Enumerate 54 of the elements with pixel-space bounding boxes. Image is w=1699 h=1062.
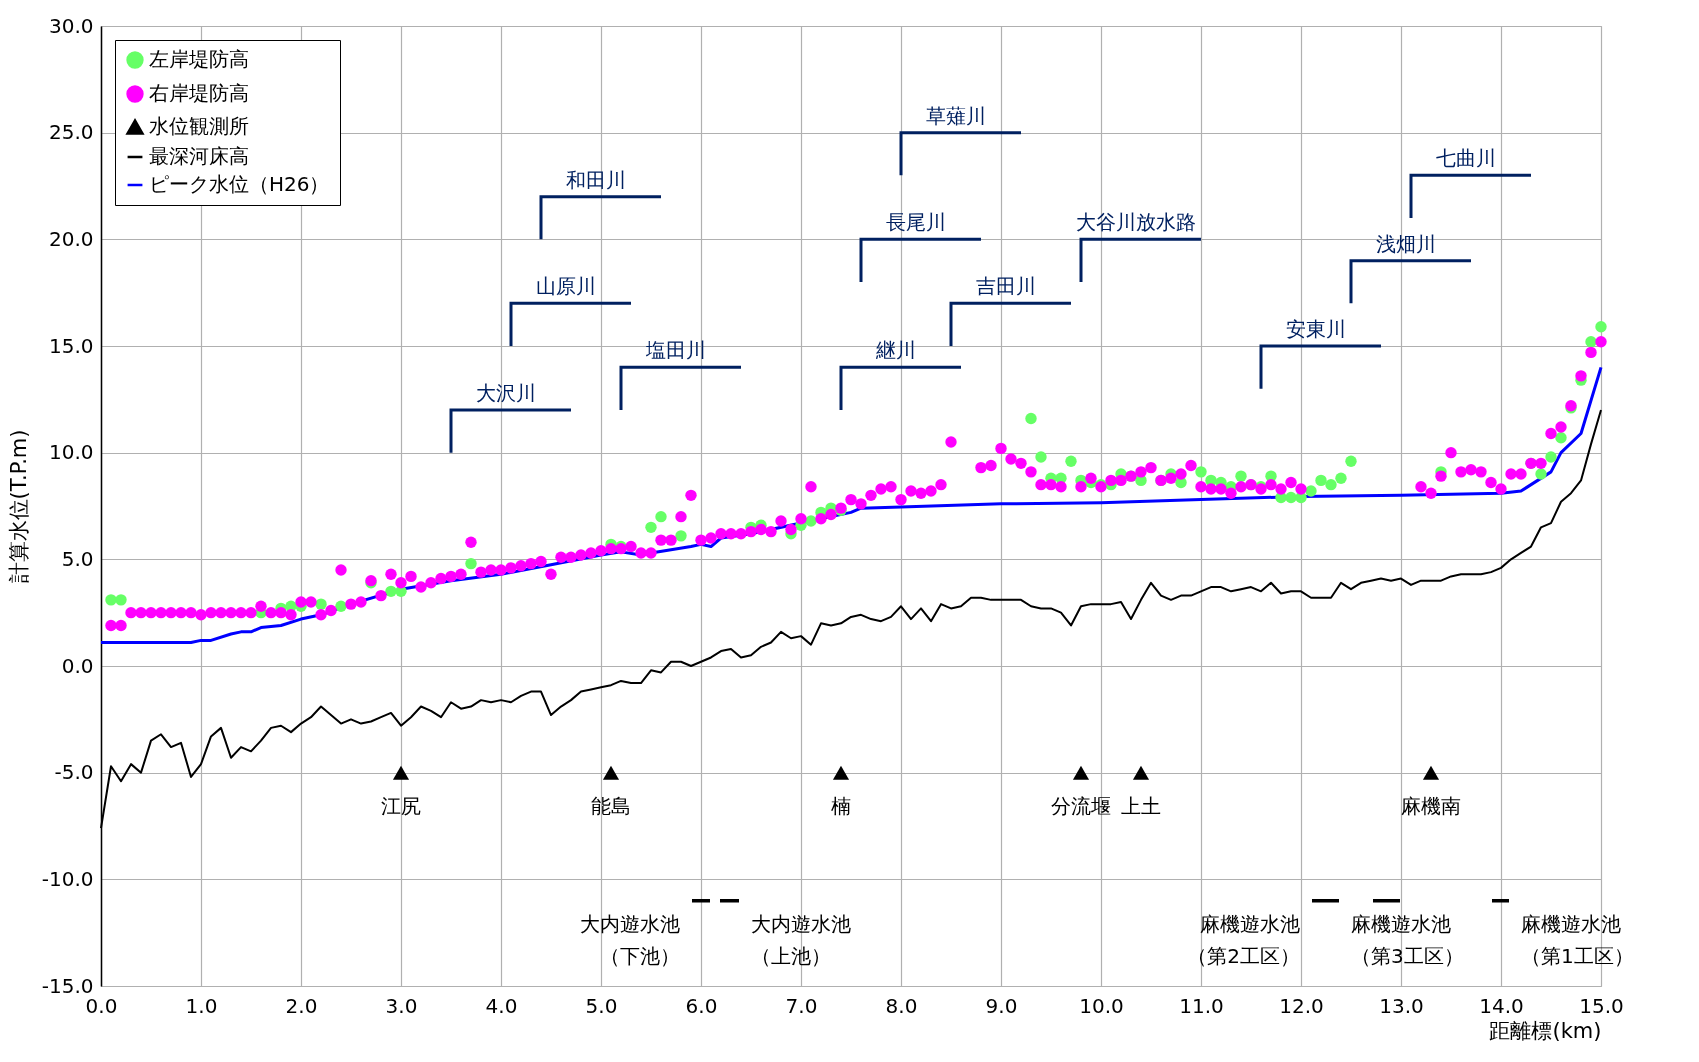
annotation: 草薙川 — [926, 103, 986, 128]
x-tick-label: 10.0 — [1079, 993, 1124, 1018]
annotation: 麻機遊水池（第1工区） — [1521, 911, 1634, 968]
x-tick-label: 6.0 — [685, 993, 718, 1018]
annotation: 江尻 — [381, 793, 421, 818]
x-tick-label: 11.0 — [1179, 993, 1224, 1018]
annotation: 和田川 — [566, 167, 626, 192]
annotation: 塩田川 — [645, 338, 706, 363]
y-axis-title: 計算水位(T.P.m) — [6, 429, 31, 584]
annotation: 麻機南 — [1401, 793, 1461, 818]
annotation: 大内遊水池（下池） — [580, 911, 680, 968]
legend-label: 水位観測所 — [149, 114, 249, 138]
annotation: 吉田川 — [976, 274, 1036, 299]
x-tick-label: 9.0 — [985, 993, 1018, 1018]
x-tick-label: 14.0 — [1479, 993, 1524, 1018]
annotation: 上土 — [1121, 793, 1161, 818]
x-axis-title: 距離標(km) — [1489, 1018, 1602, 1043]
annotation: 浅畑川 — [1376, 231, 1436, 256]
x-tick-label: 12.0 — [1279, 993, 1324, 1018]
legend-label: 右岸堤防高 — [149, 81, 249, 105]
x-tick-label: 15.0 — [1579, 993, 1624, 1018]
y-tick-label: 25.0 — [48, 120, 94, 145]
legend-label: ピーク水位（H26） — [149, 172, 330, 196]
y-tick-label: -5.0 — [54, 760, 94, 785]
annotation: 安東川 — [1286, 317, 1346, 341]
annotation: 分流堰 — [1051, 793, 1111, 818]
y-tick-label: 15.0 — [48, 333, 94, 358]
y-tick-label: 0.0 — [61, 653, 94, 678]
annotation: 大内遊水池（上池） — [751, 911, 851, 968]
y-tick-label: 5.0 — [61, 546, 94, 571]
annotation: 能島 — [591, 793, 631, 818]
annotation: 麻機遊水池（第2工区） — [1187, 911, 1300, 968]
y-tick-label: 20.0 — [48, 226, 94, 251]
x-tick-label: 7.0 — [785, 993, 818, 1018]
x-tick-label: 2.0 — [285, 993, 318, 1018]
annotation: 大谷川放水路 — [1076, 210, 1196, 235]
annotation: 山原川 — [536, 274, 596, 299]
annotation: 麻機遊水池（第3工区） — [1351, 911, 1464, 968]
y-tick-label: 10.0 — [48, 440, 94, 465]
annotation: 長尾川 — [886, 210, 946, 235]
x-tick-label: 8.0 — [885, 993, 918, 1018]
legend-label: 左岸堤防高 — [149, 47, 249, 71]
y-tick-label: 30.0 — [48, 13, 94, 38]
x-tick-label: 4.0 — [485, 993, 518, 1018]
annotation: 大沢川 — [476, 381, 536, 405]
x-tick-label: 5.0 — [585, 993, 618, 1018]
x-tick-label: 13.0 — [1379, 993, 1424, 1018]
legend-label: 最深河床高 — [149, 144, 249, 168]
y-tick-label: -10.0 — [41, 866, 94, 891]
x-tick-label: 3.0 — [385, 993, 418, 1018]
annotation: 楠 — [831, 793, 851, 818]
x-tick-label: 1.0 — [185, 993, 218, 1018]
annotation: 継川 — [875, 338, 916, 363]
annotation: 七曲川 — [1436, 146, 1496, 171]
